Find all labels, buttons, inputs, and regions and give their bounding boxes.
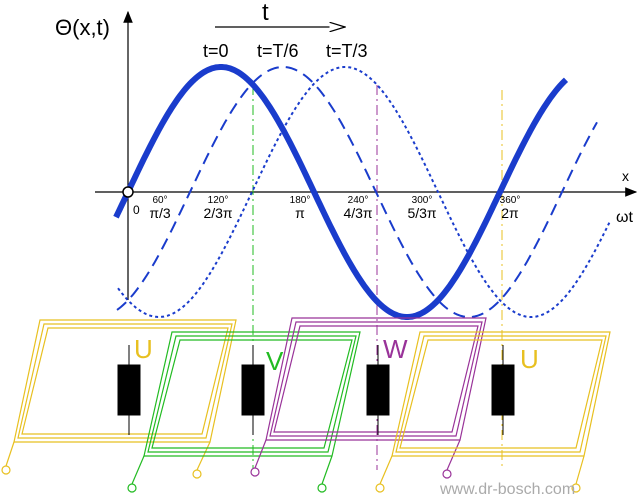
coil-lead bbox=[131, 455, 145, 485]
coil-lead bbox=[379, 455, 393, 485]
tick-radian: π bbox=[295, 205, 305, 221]
coil-lead bbox=[575, 455, 585, 485]
coil bbox=[151, 339, 353, 449]
core bbox=[241, 364, 265, 416]
curve bbox=[113, 64, 569, 320]
curve bbox=[116, 65, 598, 319]
terminal bbox=[442, 469, 452, 479]
coil bbox=[273, 325, 479, 433]
coil-lead bbox=[446, 439, 461, 471]
tick-radian: 4/3π bbox=[343, 205, 372, 221]
terminal bbox=[127, 483, 137, 493]
coil-lead bbox=[5, 441, 15, 467]
time-arrow-label: t bbox=[262, 0, 269, 26]
phase-label: U bbox=[520, 344, 539, 374]
curve-label: t=T/6 bbox=[257, 41, 299, 61]
tick-degree: 120° bbox=[208, 195, 229, 206]
watermark: www.dr-bosch.com bbox=[439, 481, 575, 497]
curve-label: t=T/3 bbox=[326, 41, 368, 61]
axis-label-x: x bbox=[622, 168, 629, 184]
phase-label: U bbox=[134, 334, 153, 364]
axis-label-y: Θ(x,t) bbox=[55, 15, 110, 40]
coil bbox=[399, 339, 603, 449]
tick-radian: 2/3π bbox=[203, 205, 232, 221]
tick-radian: π/3 bbox=[149, 205, 171, 221]
tick-radian: 2π bbox=[501, 205, 519, 221]
coil-lead bbox=[321, 455, 333, 485]
terminal bbox=[375, 483, 385, 493]
curve-label: t=0 bbox=[203, 41, 229, 61]
core bbox=[366, 364, 390, 416]
terminal bbox=[317, 483, 327, 493]
phase-label: W bbox=[383, 334, 408, 364]
coil bbox=[17, 323, 233, 439]
coil bbox=[147, 335, 357, 453]
coil bbox=[269, 321, 483, 437]
tick-degree: 360° bbox=[500, 195, 521, 206]
tick-degree: 180° bbox=[290, 195, 311, 206]
coil bbox=[395, 335, 607, 453]
coil-lead bbox=[254, 439, 267, 469]
axis-label-wt: ωt bbox=[616, 209, 633, 226]
tick-radian: 5/3π bbox=[407, 205, 436, 221]
terminal bbox=[1, 465, 11, 475]
core bbox=[117, 364, 141, 416]
tick-degree: 240° bbox=[348, 195, 369, 206]
terminal bbox=[250, 467, 260, 477]
origin bbox=[122, 186, 134, 198]
phase-label: V bbox=[266, 346, 284, 376]
coil bbox=[21, 327, 229, 435]
terminal bbox=[192, 469, 202, 479]
tick-degree: 300° bbox=[412, 195, 433, 206]
tick-degree: 60° bbox=[152, 195, 167, 206]
origin-label: 0 bbox=[133, 203, 140, 217]
terminal bbox=[571, 483, 581, 493]
curve bbox=[117, 66, 611, 318]
core bbox=[491, 364, 515, 416]
